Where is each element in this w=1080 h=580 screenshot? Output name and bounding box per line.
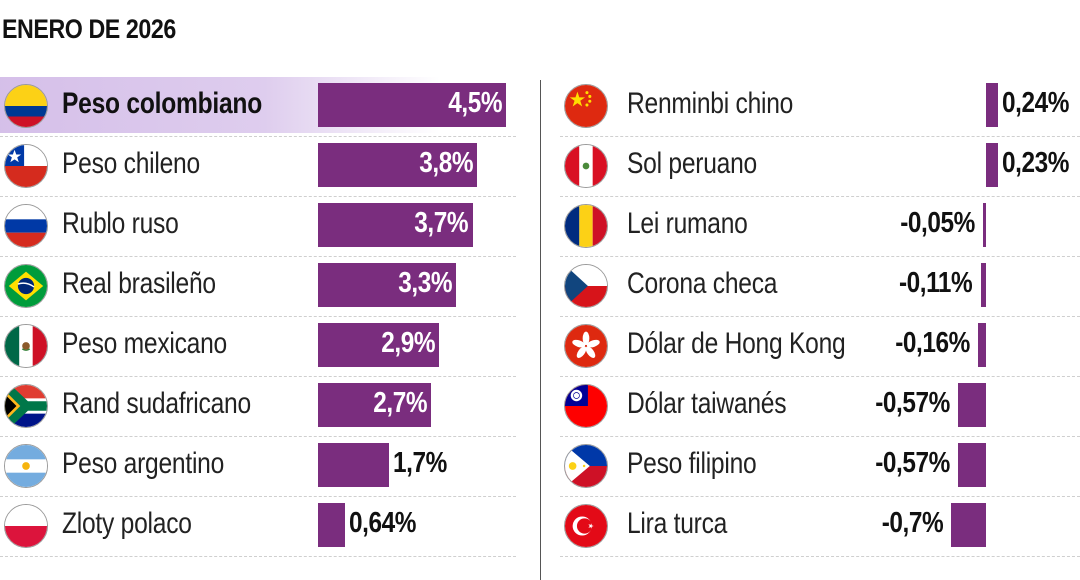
bar	[318, 143, 477, 187]
currency-name: Peso colombiano	[62, 87, 262, 120]
currency-name: Rand sudafricano	[62, 387, 251, 420]
currency-row: Real brasileño 3,3%	[0, 257, 516, 317]
currency-name: Rublo ruso	[62, 207, 179, 240]
row-separator	[560, 196, 1080, 197]
value-label: -0,11%	[899, 267, 973, 299]
south-africa-flag-icon	[4, 384, 48, 428]
romania-flag-icon	[564, 204, 608, 248]
currency-name: Lira turca	[627, 507, 728, 540]
currency-row: Peso argentino 1,7%	[0, 437, 516, 497]
row-separator	[0, 136, 516, 137]
currency-row: Corona checa -0,11%	[560, 257, 1080, 317]
bar	[318, 263, 456, 307]
china-flag-icon	[564, 84, 608, 128]
bar	[318, 203, 473, 247]
row-separator	[560, 256, 1080, 257]
row-separator	[560, 316, 1080, 317]
turkey-flag-icon	[564, 504, 608, 548]
row-separator	[560, 376, 1080, 377]
bar	[318, 383, 431, 427]
currency-row: Peso chileno 3,8%	[0, 137, 516, 197]
currency-row: Dólar de Hong Kong -0,16%	[560, 317, 1080, 377]
value-label: 0,23%	[1001, 147, 1069, 179]
currency-row: Lira turca -0,7%	[560, 497, 1080, 557]
currency-row: Dólar taiwanés -0,57%	[560, 377, 1080, 437]
hong-kong-flag-icon	[564, 324, 608, 368]
poland-flag-icon	[4, 504, 48, 548]
value-label: 3,8%	[418, 147, 473, 179]
row-separator	[0, 376, 516, 377]
bar	[957, 443, 986, 487]
chile-flag-icon	[4, 144, 48, 188]
currency-name: Corona checa	[627, 267, 778, 300]
brazil-flag-icon	[4, 264, 48, 308]
bar	[986, 83, 998, 127]
value-label: 0,24%	[1002, 87, 1069, 119]
row-separator	[560, 556, 1080, 557]
row-separator	[0, 436, 516, 437]
russia-flag-icon	[4, 204, 48, 248]
value-label: -0,16%	[895, 327, 970, 359]
row-separator	[560, 436, 1080, 437]
peru-flag-icon	[564, 144, 608, 188]
row-separator	[0, 556, 516, 557]
mexico-flag-icon	[4, 324, 48, 368]
bar	[986, 143, 998, 187]
row-separator	[0, 316, 516, 317]
currency-row: Peso colombiano 4,5%	[0, 77, 516, 137]
value-label: -0,7%	[881, 507, 943, 539]
currency-row: Zloty polaco 0,64%	[0, 497, 516, 557]
bar	[980, 263, 986, 307]
currency-name: Peso argentino	[62, 447, 225, 480]
bar	[318, 503, 345, 547]
currency-row: Peso mexicano 2,9%	[0, 317, 516, 377]
currency-name: Zloty polaco	[62, 507, 192, 540]
value-label: -0,57%	[874, 447, 950, 479]
currency-name: Peso mexicano	[62, 327, 227, 360]
bar	[983, 203, 986, 247]
currency-name: Real brasileño	[62, 267, 216, 300]
currency-row: Lei rumano -0,05%	[560, 197, 1080, 257]
value-label: 0,64%	[348, 507, 416, 539]
value-label: 2,7%	[372, 387, 427, 419]
bar	[957, 383, 986, 427]
colombia-flag-icon	[4, 84, 48, 128]
bar	[951, 503, 986, 547]
value-label: 3,3%	[398, 267, 452, 299]
row-separator	[560, 136, 1080, 137]
currency-name: Sol peruano	[627, 147, 757, 180]
bar	[318, 323, 440, 367]
bar	[318, 83, 506, 127]
bar	[978, 323, 986, 367]
currency-name: Renminbi chino	[627, 87, 794, 120]
czechia-flag-icon	[564, 264, 608, 308]
currency-name: Peso filipino	[627, 447, 757, 480]
philippines-flag-icon	[564, 444, 608, 488]
value-label: 1,7%	[393, 447, 447, 479]
value-label: 2,9%	[381, 327, 436, 359]
currency-row: Rand sudafricano 2,7%	[0, 377, 516, 437]
column-divider	[540, 80, 541, 580]
value-label: 4,5%	[448, 87, 502, 119]
taiwan-flag-icon	[564, 384, 608, 428]
currency-name: Lei rumano	[627, 207, 748, 240]
bar	[318, 443, 390, 487]
value-label: -0,57%	[874, 387, 950, 419]
value-label: -0,05%	[900, 207, 975, 239]
currency-row: Rublo ruso 3,7%	[0, 197, 516, 257]
row-separator	[0, 256, 516, 257]
row-separator	[0, 496, 516, 497]
currency-name: Dólar taiwanés	[627, 387, 787, 420]
currency-name: Dólar de Hong Kong	[627, 327, 846, 360]
value-label: 3,7%	[414, 207, 469, 239]
currency-name: Peso chileno	[62, 147, 200, 180]
currency-row: Sol peruano 0,23%	[560, 137, 1080, 197]
row-separator	[0, 196, 516, 197]
currency-row: Peso filipino -0,57%	[560, 437, 1080, 497]
chart-title: ENERO DE 2026	[2, 14, 176, 44]
row-separator	[560, 496, 1080, 497]
currency-row: Renminbi chino 0,24%	[560, 77, 1080, 137]
argentina-flag-icon	[4, 444, 48, 488]
